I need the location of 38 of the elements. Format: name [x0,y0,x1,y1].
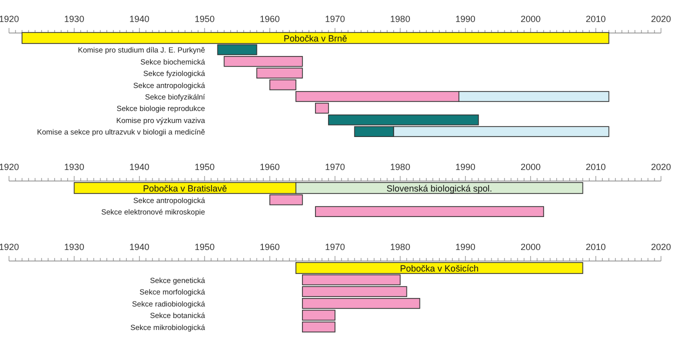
x-tick-label: 2000 [520,14,541,24]
data-label: Pobočka v Košicích [400,264,479,274]
x-tick-label: 2010 [586,242,606,252]
x-tick-label: 1940 [129,162,150,172]
x-tick-label: 1930 [64,242,84,252]
x-tick-label: 1950 [194,162,215,172]
data-label: Slovenská biologická spol. [386,184,492,194]
x-tick-label: 1920 [0,162,20,172]
x-tick-label: 1980 [390,14,410,24]
x-tick-label: 2020 [650,14,672,24]
x-tick-label: 1940 [129,14,150,24]
x-tick-label: 1990 [455,242,476,252]
x-tick-label: 1980 [390,242,410,252]
x-tick-label: 1990 [455,162,476,172]
data-label: Pobočka v Brně [284,34,348,44]
x-tick-label: 1930 [64,14,84,24]
x-tick-label: 2020 [650,162,672,172]
bar [315,206,544,217]
x-tick-label: 1960 [260,162,280,172]
x-tick-label: 1960 [260,14,280,24]
x-tick-label: 1970 [324,242,346,252]
x-tick-label: 1940 [129,242,150,252]
x-tick-label: 2000 [520,242,541,252]
x-tick-label: 1990 [455,14,476,24]
x-tick-label: 1980 [390,162,410,172]
x-tick-label: 1950 [194,14,215,24]
x-tick-label: 1930 [64,162,84,172]
x-tick-label: 1920 [0,14,20,24]
x-tick-label: 2010 [586,14,606,24]
x-tick-label: 1970 [324,14,346,24]
x-tick-label: 1950 [194,242,215,252]
x-tick-label: 1970 [324,162,346,172]
x-tick-label: 2000 [520,162,541,172]
x-tick-label: 1960 [260,242,280,252]
x-tick-label: 2020 [650,242,672,252]
x-tick-label: 2010 [586,162,606,172]
x-tick-label: 1920 [0,242,20,252]
data-label: Pobočka v Bratislavě [143,184,228,194]
